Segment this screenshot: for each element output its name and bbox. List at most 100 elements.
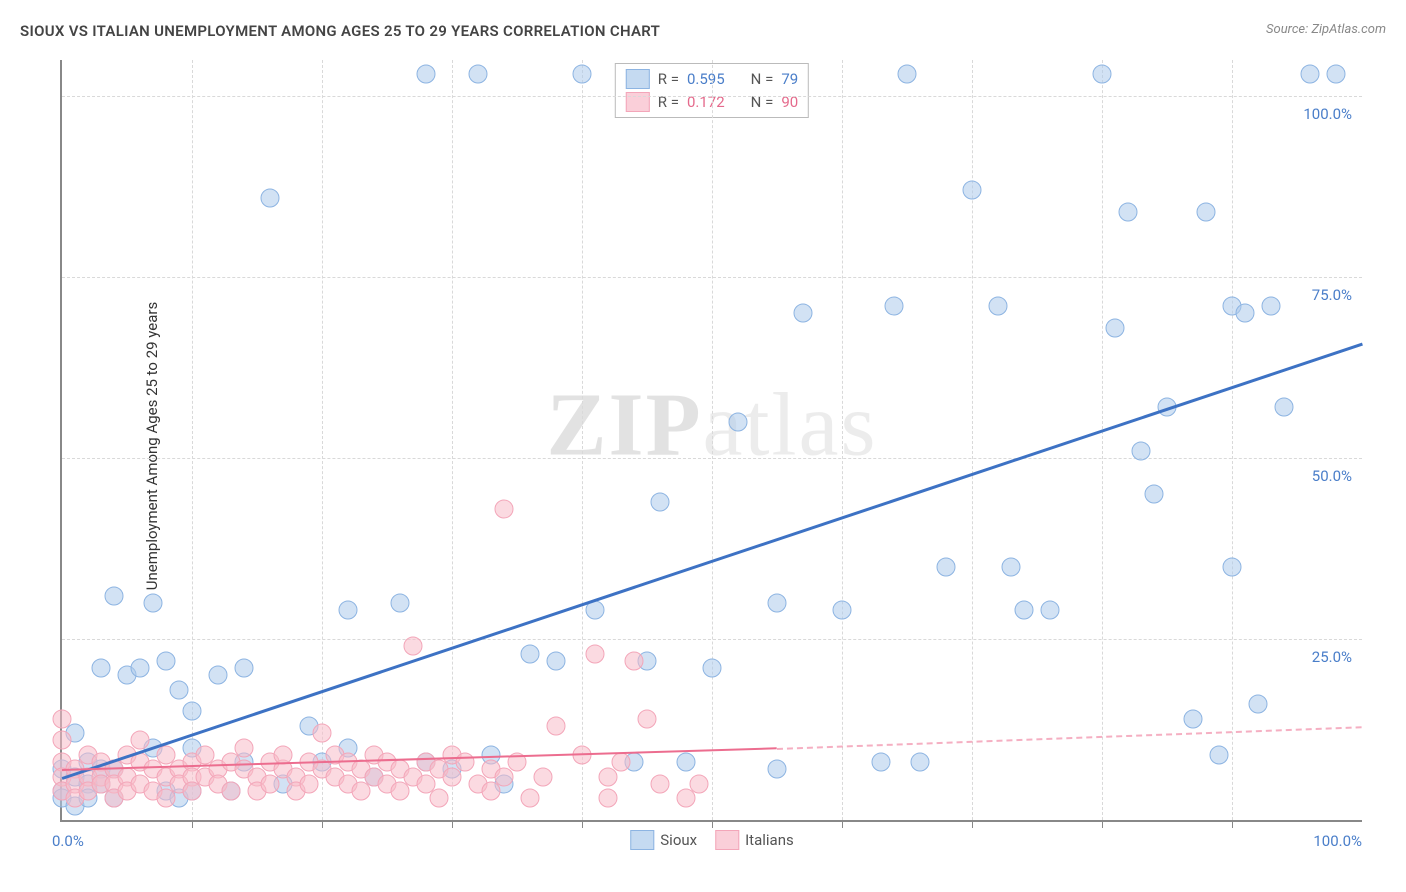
n-label: N =	[751, 91, 774, 114]
data-point-sioux	[898, 65, 917, 84]
data-point-italians	[586, 644, 605, 663]
gridline-vertical	[712, 60, 713, 820]
data-point-sioux	[1132, 441, 1151, 460]
n-label: N =	[751, 68, 774, 91]
data-point-sioux	[170, 680, 189, 699]
data-point-sioux	[92, 659, 111, 678]
gridline-vertical	[322, 60, 323, 820]
y-tick-label: 75.0%	[1312, 286, 1352, 304]
data-point-sioux	[573, 65, 592, 84]
data-point-sioux	[1106, 318, 1125, 337]
data-point-sioux	[963, 181, 982, 200]
data-point-sioux	[105, 586, 124, 605]
data-point-sioux	[547, 651, 566, 670]
data-point-sioux	[1327, 65, 1346, 84]
legend-item-sioux: Sioux	[630, 830, 697, 850]
x-tick-mark	[842, 820, 843, 828]
data-point-sioux	[1275, 398, 1294, 417]
x-tick-mark	[712, 820, 713, 828]
data-point-sioux	[1015, 601, 1034, 620]
gridline-vertical	[1102, 60, 1103, 820]
x-tick-mark	[1102, 820, 1103, 828]
n-value-sioux: 79	[781, 68, 798, 91]
data-point-italians	[131, 731, 150, 750]
legend-label-italians: Italians	[745, 831, 794, 849]
swatch-pink	[715, 830, 739, 850]
data-point-sioux	[651, 492, 670, 511]
data-point-italians	[404, 637, 423, 656]
data-point-sioux	[1249, 695, 1268, 714]
data-point-sioux	[885, 297, 904, 316]
data-point-italians	[495, 499, 514, 518]
data-point-sioux	[1119, 203, 1138, 222]
data-point-sioux	[261, 188, 280, 207]
data-point-sioux	[794, 304, 813, 323]
data-point-sioux	[1262, 297, 1281, 316]
y-tick-label: 100.0%	[1303, 105, 1352, 123]
data-point-italians	[235, 738, 254, 757]
trend-line	[777, 726, 1362, 750]
x-tick-mark	[1232, 820, 1233, 828]
data-point-italians	[651, 774, 670, 793]
swatch-pink	[626, 92, 650, 112]
r-value-sioux: 0.595	[687, 68, 725, 91]
gridline-vertical	[842, 60, 843, 820]
x-tick-mark	[322, 820, 323, 828]
data-point-italians	[690, 774, 709, 793]
data-point-sioux	[157, 651, 176, 670]
x-tick-mark	[582, 820, 583, 828]
y-tick-label: 50.0%	[1312, 467, 1352, 485]
data-point-sioux	[833, 601, 852, 620]
scatter-plot-area: ZIPatlas R = 0.595 N = 79 R = 0.172 N = …	[60, 60, 1362, 822]
data-point-sioux	[1041, 601, 1060, 620]
n-value-italians: 90	[781, 91, 798, 114]
data-point-italians	[547, 716, 566, 735]
data-point-sioux	[872, 753, 891, 772]
x-tick-mark	[192, 820, 193, 828]
data-point-sioux	[469, 65, 488, 84]
data-point-sioux	[391, 593, 410, 612]
source-attribution: Source: ZipAtlas.com	[1266, 22, 1386, 37]
series-legend: Sioux Italians	[630, 830, 793, 850]
data-point-sioux	[1002, 557, 1021, 576]
data-point-italians	[599, 789, 618, 808]
data-point-sioux	[677, 753, 696, 772]
data-point-sioux	[1093, 65, 1112, 84]
data-point-sioux	[729, 412, 748, 431]
data-point-sioux	[768, 760, 787, 779]
legend-item-italians: Italians	[715, 830, 794, 850]
data-point-sioux	[339, 601, 358, 620]
data-point-italians	[430, 789, 449, 808]
chart-title: SIOUX VS ITALIAN UNEMPLOYMENT AMONG AGES…	[20, 22, 660, 40]
data-point-italians	[612, 753, 631, 772]
data-point-italians	[638, 709, 657, 728]
data-point-sioux	[1184, 709, 1203, 728]
r-value-italians: 0.172	[687, 91, 725, 114]
y-tick-label: 25.0%	[1312, 648, 1352, 666]
gridline-vertical	[452, 60, 453, 820]
legend-label-sioux: Sioux	[660, 831, 697, 849]
data-point-sioux	[1197, 203, 1216, 222]
x-tick-mark	[452, 820, 453, 828]
data-point-italians	[456, 753, 475, 772]
source-name: ZipAtlas.com	[1311, 22, 1386, 37]
data-point-sioux	[235, 659, 254, 678]
x-tick-mark	[972, 820, 973, 828]
data-point-sioux	[911, 753, 930, 772]
watermark-bold: ZIP	[547, 375, 703, 474]
gridline-vertical	[1232, 60, 1233, 820]
source-prefix: Source:	[1266, 22, 1311, 37]
x-axis-min-label: 0.0%	[52, 832, 84, 850]
data-point-sioux	[937, 557, 956, 576]
data-point-italians	[53, 709, 72, 728]
gridline-vertical	[972, 60, 973, 820]
data-point-sioux	[417, 65, 436, 84]
data-point-italians	[521, 789, 540, 808]
gridline-vertical	[582, 60, 583, 820]
data-point-sioux	[768, 593, 787, 612]
r-label: R =	[658, 91, 679, 114]
data-point-sioux	[209, 666, 228, 685]
data-point-sioux	[1223, 557, 1242, 576]
data-point-sioux	[1145, 485, 1164, 504]
swatch-blue	[626, 69, 650, 89]
